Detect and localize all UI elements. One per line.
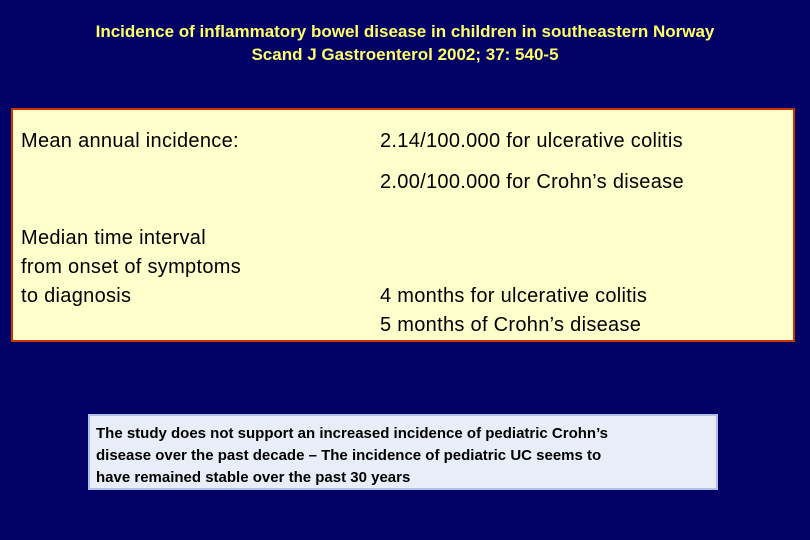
mean-incidence-uc: 2.14/100.000 for ulcerative colitis: [380, 130, 683, 152]
slide-title: Incidence of inflammatory bowel disease …: [0, 20, 810, 66]
incidence-info-box: Mean annual incidence: 2.14/100.000 for …: [11, 108, 795, 342]
median-interval-label-line-1: Median time interval: [21, 227, 206, 249]
mean-incidence-label: Mean annual incidence:: [21, 130, 239, 152]
median-interval-uc: 4 months for ulcerative colitis: [380, 285, 648, 307]
mean-incidence-cd: 2.00/100.000 for Crohn’s disease: [380, 171, 684, 193]
title-line-1: Incidence of inflammatory bowel disease …: [95, 22, 715, 41]
note-line-1: The study does not support an increased …: [96, 425, 609, 442]
title-line-2: Scand J Gastroenterol 2002; 37: 540-5: [251, 45, 559, 64]
conclusion-note: The study does not support an increased …: [88, 414, 718, 490]
note-line-3: have remained stable over the past 30 ye…: [96, 469, 411, 486]
median-interval-label-line-3: to diagnosis: [21, 285, 132, 307]
median-interval-label-line-2: from onset of symptoms: [21, 256, 241, 278]
median-interval-cd: 5 months of Crohn’s disease: [380, 314, 642, 336]
note-line-2: disease over the past decade – The incid…: [96, 447, 602, 464]
